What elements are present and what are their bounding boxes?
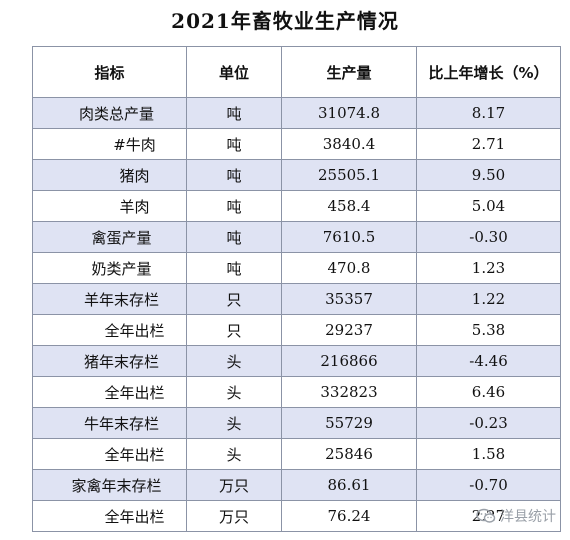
table-row: 奶类产量 吨 470.8 1.23 [32,252,561,284]
growth-cell: 8.17 [416,97,561,129]
growth-cell: 2.27 [416,500,561,532]
output-cell: 35357 [281,283,417,315]
growth-cell: 9.50 [416,159,561,191]
growth-cell: -0.23 [416,407,561,439]
growth-cell: -0.30 [416,221,561,253]
unit-cell: 只 [186,314,282,346]
unit-cell: 头 [186,438,282,470]
indicator-cell: 肉类总产量 [32,97,187,129]
output-cell: 458.4 [281,190,417,222]
growth-cell: 1.22 [416,283,561,315]
output-cell: 31074.8 [281,97,417,129]
table-row: 家禽年末存栏 万只 86.61 -0.70 [32,469,561,501]
unit-cell: 头 [186,376,282,408]
growth-cell: 5.04 [416,190,561,222]
output-cell: 25846 [281,438,417,470]
header-indicator: 指标 [32,46,187,98]
output-cell: 470.8 [281,252,417,284]
table-row: 牛年末存栏 头 55729 -0.23 [32,407,561,439]
unit-cell: 头 [186,345,282,377]
header-unit: 单位 [186,46,282,98]
unit-cell: 吨 [186,252,282,284]
indicator-cell: 羊肉 [32,190,187,222]
watermark: 洋县统计 [476,506,556,526]
table-row: 肉类总产量 吨 31074.8 8.17 [32,97,561,129]
indicator-cell: 牛年末存栏 [32,407,187,439]
output-cell: 7610.5 [281,221,417,253]
output-cell: 86.61 [281,469,417,501]
indicator-cell: 全年出栏 [32,376,187,408]
table-row: 全年出栏 头 25846 1.58 [32,438,561,470]
output-cell: 216866 [281,345,417,377]
unit-cell: 吨 [186,97,282,129]
table-row: 猪肉 吨 25505.1 9.50 [32,159,561,191]
table-row: #牛肉 吨 3840.4 2.71 [32,128,561,160]
output-cell: 332823 [281,376,417,408]
indicator-cell: 羊年末存栏 [32,283,187,315]
table-row: 全年出栏 头 332823 6.46 [32,376,561,408]
header-growth: 比上年增长（%） [416,46,561,98]
table-row: 全年出栏 只 29237 5.38 [32,314,561,346]
table-row: 猪年末存栏 头 216866 -4.46 [32,345,561,377]
unit-cell: 万只 [186,500,282,532]
unit-cell: 万只 [186,469,282,501]
unit-cell: 只 [186,283,282,315]
header-output: 生产量 [281,46,417,98]
table-row: 全年出栏 万只 76.24 2.27 [32,500,561,532]
indicator-cell: #牛肉 [32,128,187,160]
indicator-cell: 禽蛋产量 [32,221,187,253]
indicator-cell: 全年出栏 [32,314,187,346]
growth-cell: 1.58 [416,438,561,470]
wechat-icon [476,508,496,523]
output-cell: 76.24 [281,500,417,532]
livestock-table: 指标 单位 生产量 比上年增长（%） 肉类总产量 吨 31074.8 8.17 … [32,46,561,532]
table-row: 羊年末存栏 只 35357 1.22 [32,283,561,315]
output-cell: 55729 [281,407,417,439]
page-title: 2021年畜牧业生产情况 [171,9,399,33]
indicator-cell: 家禽年末存栏 [32,469,187,501]
indicator-cell: 奶类产量 [32,252,187,284]
output-cell: 3840.4 [281,128,417,160]
table-row: 禽蛋产量 吨 7610.5 -0.30 [32,221,561,253]
growth-cell: 6.46 [416,376,561,408]
table-row: 羊肉 吨 458.4 5.04 [32,190,561,222]
unit-cell: 吨 [186,190,282,222]
growth-cell: -0.70 [416,469,561,501]
unit-cell: 吨 [186,159,282,191]
table-header-row: 指标 单位 生产量 比上年增长（%） [32,46,561,98]
growth-cell: 2.71 [416,128,561,160]
indicator-cell: 全年出栏 [32,438,187,470]
output-cell: 25505.1 [281,159,417,191]
growth-cell: -4.46 [416,345,561,377]
output-cell: 29237 [281,314,417,346]
unit-cell: 吨 [186,221,282,253]
watermark-text: 洋县统计 [500,509,556,525]
indicator-cell: 猪肉 [32,159,187,191]
indicator-cell: 全年出栏 [32,500,187,532]
unit-cell: 头 [186,407,282,439]
growth-cell: 5.38 [416,314,561,346]
indicator-cell: 猪年末存栏 [32,345,187,377]
unit-cell: 吨 [186,128,282,160]
growth-cell: 1.23 [416,252,561,284]
